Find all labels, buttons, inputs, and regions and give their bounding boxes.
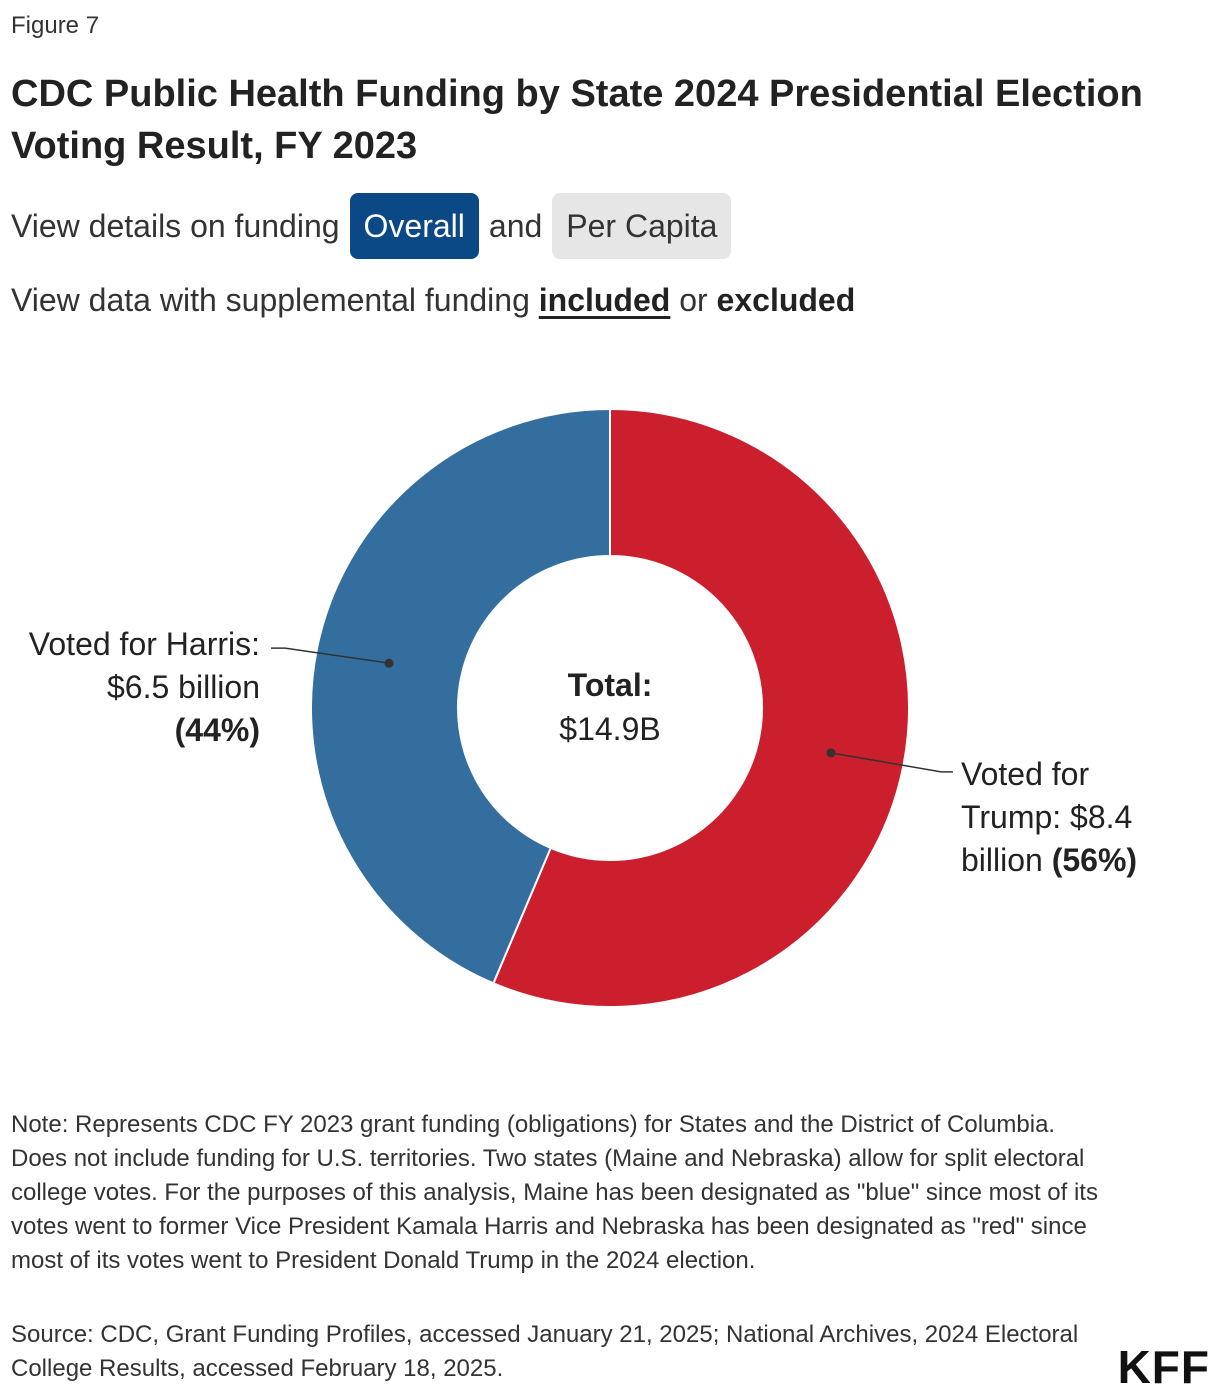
figure-label: Figure 7	[11, 12, 100, 39]
excluded-option[interactable]: excluded	[716, 282, 856, 318]
donut-slice-trump[interactable]	[492, 407, 910, 1008]
included-option[interactable]: included	[538, 282, 671, 318]
slice-label-trump: Voted for Trump: $8.4 billion (56%)	[961, 753, 1137, 882]
harris-label-line2: $6.5 billion	[107, 669, 260, 705]
leader-dot-harris	[384, 658, 394, 668]
donut-center-value: $14.9B	[559, 711, 661, 747]
trump-label-line1: Voted for	[961, 756, 1090, 792]
leader-dot-trump	[826, 748, 836, 758]
and-text: and	[488, 207, 543, 244]
chart-source: Source: CDC, Grant Funding Profiles, acc…	[11, 1321, 1079, 1382]
trump-label-line2: Trump: $8.4	[961, 799, 1133, 835]
supplemental-prefix-text: View data with supplemental funding	[11, 282, 530, 318]
donut-center-label: Total:	[567, 667, 653, 703]
per-capita-button[interactable]: Per Capita	[552, 193, 732, 259]
harris-label-line1: Voted for Harris:	[28, 626, 260, 662]
trump-label-line3: billion	[961, 842, 1043, 878]
funding-view-toggle: View details on funding Overall and Per …	[11, 193, 741, 259]
overall-button[interactable]: Overall	[349, 193, 479, 259]
trump-label-percent: (56%)	[1051, 842, 1138, 878]
kff-logo: KFF	[1117, 1341, 1210, 1393]
donut-chart	[271, 407, 953, 1008]
leader-line-trump	[830, 752, 953, 773]
leader-line-harris	[271, 647, 390, 664]
chart-title: CDC Public Health Funding by State 2024 …	[11, 73, 1143, 167]
or-text: or	[679, 282, 708, 318]
chart-note: Note: Represents CDC FY 2023 grant fundi…	[11, 1111, 1098, 1274]
view-prefix-text: View details on funding	[11, 207, 340, 244]
supplemental-toggle: View data with supplemental funding incl…	[11, 282, 855, 319]
harris-label-percent: (44%)	[174, 712, 260, 748]
slice-label-harris: Voted for Harris: $6.5 billion (44%)	[29, 623, 260, 752]
donut-slice-harris[interactable]	[310, 407, 611, 985]
